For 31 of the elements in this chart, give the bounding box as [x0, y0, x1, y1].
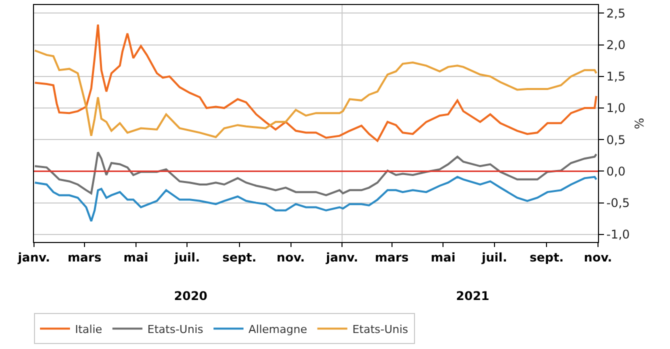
- x-tick-label: sept.: [222, 250, 256, 264]
- x-tick-label: mai: [124, 250, 148, 264]
- x-tick-label: nov.: [584, 250, 612, 264]
- y-tick-label: 1,0: [606, 101, 626, 116]
- text: 2021: [456, 289, 490, 303]
- x-tick-label: mars: [68, 250, 102, 264]
- x-tick-label: juil.: [480, 250, 508, 264]
- x-tick-label: nov.: [276, 250, 305, 264]
- x-tick-label: juil.: [173, 250, 200, 264]
- x-tick-label: sept.: [530, 250, 564, 264]
- x-tick-label: mars: [374, 250, 409, 264]
- legend-label: Etats-Unis: [147, 322, 204, 336]
- y-tick-label: 2,5: [606, 6, 626, 20]
- text: 2020: [174, 289, 208, 303]
- x-tick-label: janv.: [16, 250, 50, 264]
- legend-label: Allemagne: [248, 322, 308, 336]
- y-tick-label: 2,0: [606, 38, 626, 52]
- line-series: [34, 24, 598, 142]
- x-tick-label: mai: [430, 250, 456, 264]
- legend-label: Etats-Unis: [352, 322, 408, 336]
- x-tick-label: janv.: [325, 250, 358, 264]
- y-axis-title: %: [632, 118, 647, 130]
- line-series: [34, 50, 598, 138]
- y-tick-label: 0,5: [606, 132, 626, 147]
- y-tick-label: -1,0: [606, 228, 630, 242]
- line-series: [34, 176, 598, 222]
- legend-label: Italie: [75, 322, 102, 336]
- y-tick-label: 0,0: [606, 164, 626, 178]
- line-series: [34, 151, 598, 196]
- y-tick-label: -0,5: [606, 196, 630, 210]
- y-tick-label: 1,5: [606, 70, 626, 84]
